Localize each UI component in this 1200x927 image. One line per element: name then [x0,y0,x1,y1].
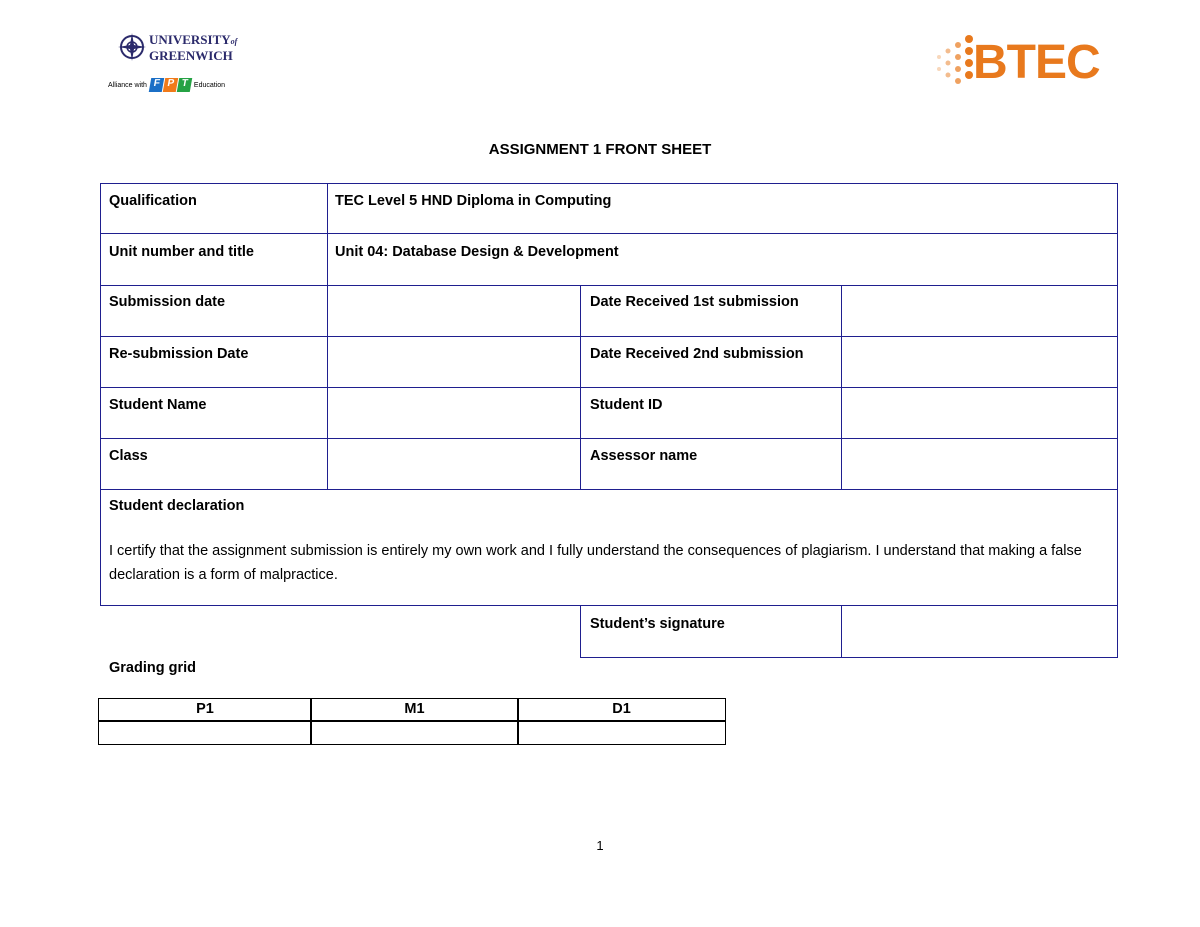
student-signature-field[interactable] [841,605,1118,658]
class-field[interactable] [327,438,581,490]
student-name-label: Student Name [109,397,207,413]
grade-value-p1[interactable] [98,720,312,745]
fpt-f: F [148,78,165,92]
qualification-label: Qualification [109,193,197,209]
qualification-value: TEC Level 5 HND Diploma in Computing [335,193,612,209]
assessor-name-label: Assessor name [590,448,698,464]
btec-logo-text: BTEC [973,36,1101,89]
resubmission-date-label: Re-submission Date [109,346,249,362]
student-id-field[interactable] [841,387,1118,439]
student-name-field[interactable] [327,387,581,439]
student-id-label: Student ID [590,397,663,413]
signature-label: Student’s signature [590,616,725,632]
unit-value: Unit 04: Database Design & Development [335,244,619,260]
btec-logo: BTEC [935,35,1120,90]
assessor-name-field[interactable] [841,438,1118,490]
logo-text-greenwich: GREENWICH [149,48,233,63]
declaration-text: I certify that the assignment submission… [109,543,1082,583]
resubmission-date-field[interactable] [327,336,581,388]
date-received-2-label: Date Received 2nd submission [590,346,804,362]
date-received-1-field[interactable] [841,285,1118,337]
logo-text-university: UNIVERSITY [149,32,231,47]
fpt-t: T [176,78,193,92]
page-title: ASSIGNMENT 1 FRONT SHEET [488,141,712,158]
class-label: Class [109,448,148,464]
logo-text-education: Education [193,81,226,89]
grade-value-m1[interactable] [310,720,519,745]
compass-emblem-icon [118,33,146,61]
logo-text-of: of [230,37,238,46]
university-of-greenwich-logo: UNIVERSITYof GREENWICH Alliance with F P… [108,32,248,93]
declaration-title: Student declaration [109,498,245,514]
date-received-1-label: Date Received 1st submission [590,294,799,310]
page-number: 1 [596,838,604,853]
grade-header-p1: P1 [98,698,312,722]
submission-date-field[interactable] [327,285,581,337]
grade-header-d1: D1 [517,698,726,722]
grade-header-m1: M1 [310,698,519,722]
grading-grid-title: Grading grid [109,660,196,676]
logo-text-alliance: Alliance with [108,81,147,89]
date-received-2-field[interactable] [841,336,1118,388]
submission-date-label: Submission date [109,294,226,310]
fpt-p: P [162,78,179,92]
grade-value-d1[interactable] [517,720,726,745]
unit-label: Unit number and title [109,244,254,260]
dots-pattern-icon [937,35,973,84]
